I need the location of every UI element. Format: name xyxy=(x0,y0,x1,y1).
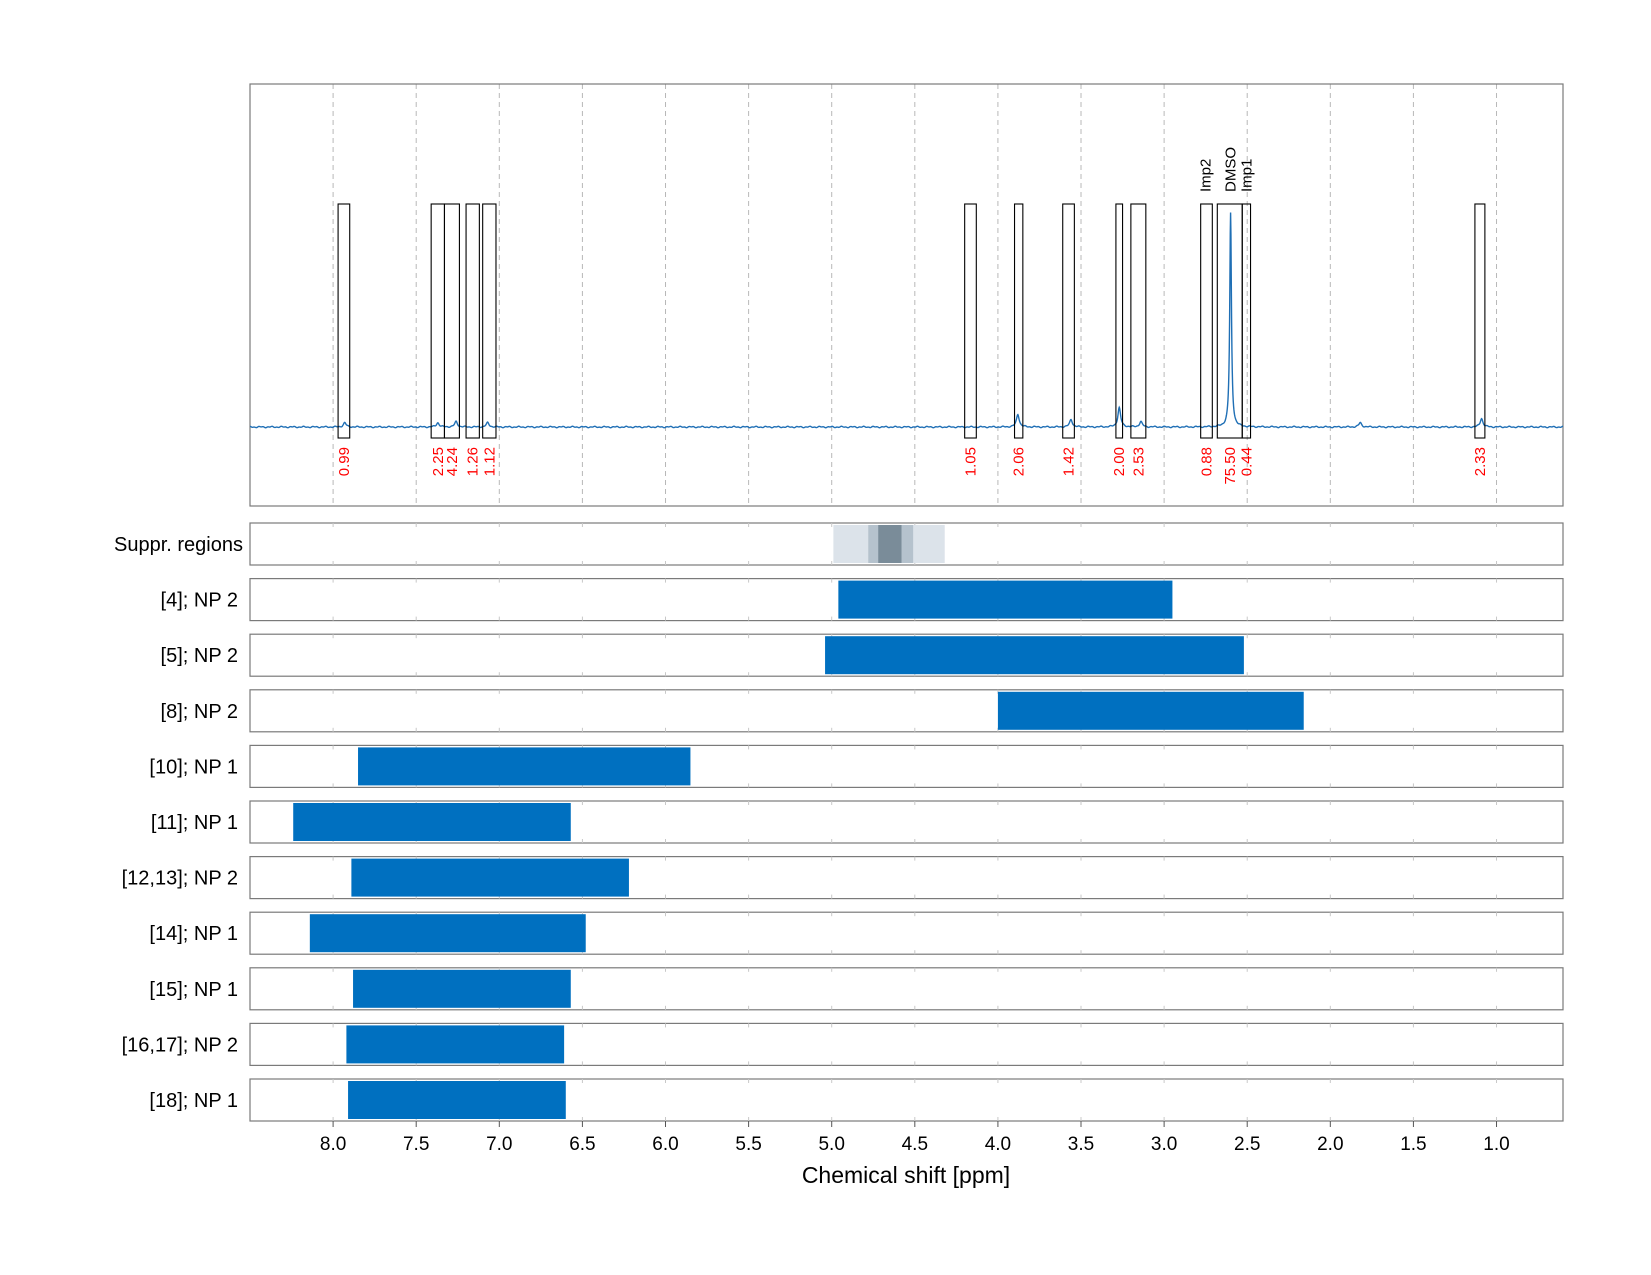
assignment-range-bar xyxy=(358,747,691,786)
x-axis-tick-label: 3.5 xyxy=(1068,1134,1094,1155)
integration-region-box xyxy=(465,203,480,439)
spectrum-panel-frame xyxy=(249,83,1564,507)
integration-value-label: 0.44 xyxy=(1238,447,1255,476)
integration-value-label: 75.50 xyxy=(1222,447,1239,485)
region-name-label: Imp2 xyxy=(1198,159,1215,192)
assignment-row-label: [5]; NP 2 xyxy=(161,645,238,667)
assignment-range-bar xyxy=(348,1081,566,1119)
assignment-range-bar xyxy=(351,858,629,897)
integration-region-layer: 0.99 2.254.24 1.26 1.12 1.05 2.06 1.42 2.00 2.53… xyxy=(336,147,1489,485)
integration-region-box xyxy=(430,203,446,439)
x-axis-tick-label: 5.0 xyxy=(818,1134,844,1155)
spectrum-layer xyxy=(249,212,1564,429)
integration-value-label: 1.12 xyxy=(481,447,498,476)
assignment-row-label: [16,17]; NP 2 xyxy=(122,1034,238,1056)
integration-region-box xyxy=(337,203,351,439)
integration-value-label: 2.25 xyxy=(430,447,447,476)
integration-region-box xyxy=(1200,203,1213,439)
x-axis-tick-label: 1.5 xyxy=(1400,1134,1426,1155)
assignment-row-label: [12,13]; NP 2 xyxy=(122,868,238,890)
assignment-row-label: [11]; NP 1 xyxy=(151,812,238,834)
assignment-range-bar xyxy=(825,636,1244,675)
integration-region-box xyxy=(443,203,460,439)
x-axis-tick-label: 6.5 xyxy=(569,1134,595,1155)
assignment-range-bar xyxy=(997,691,1304,730)
integration-value-label: 2.00 xyxy=(1111,447,1128,476)
integration-value-label: 4.24 xyxy=(444,447,461,476)
assignment-range-bar xyxy=(293,803,571,841)
integration-value-label: 2.06 xyxy=(1011,447,1028,476)
assignment-row-label: [4]; NP 2 xyxy=(161,590,238,612)
x-axis-tick-label: 3.0 xyxy=(1151,1134,1177,1155)
assignment-row-label: [8]; NP 2 xyxy=(161,701,238,723)
assignment-row-label: [14]; NP 1 xyxy=(149,923,238,945)
integration-region-box xyxy=(1062,203,1075,439)
x-axis-tick-label: 5.5 xyxy=(735,1134,761,1155)
assignment-range-bar xyxy=(838,580,1173,619)
row-panel-frame xyxy=(249,689,1564,733)
integration-region-box xyxy=(482,203,497,439)
assignment-range-bar xyxy=(309,914,586,953)
x-axis-tick-label: 4.5 xyxy=(902,1134,928,1155)
assignment-range-bar xyxy=(346,1025,565,1064)
spectrum-trace xyxy=(249,212,1564,429)
grid-layer xyxy=(332,84,1498,506)
integration-region-box xyxy=(1130,203,1147,439)
assignment-row-label: [10]; NP 1 xyxy=(149,756,238,778)
integration-value-label: 2.53 xyxy=(1130,447,1147,476)
region-name-label: DMSO xyxy=(1223,147,1240,192)
integration-value-label: 2.33 xyxy=(1472,447,1489,476)
integration-value-label: 1.42 xyxy=(1061,447,1078,476)
assignment-rows-layer: Suppr. regions [4]; NP 2 [5]; NP 2 [8]; NP … xyxy=(114,522,1564,1122)
region-name-label: Imp1 xyxy=(1238,159,1255,192)
assignment-row-label: [18]; NP 1 xyxy=(149,1090,238,1112)
assignment-range-bar xyxy=(353,969,571,1008)
integration-region-box xyxy=(1115,203,1124,439)
suppression-row-label: Suppr. regions xyxy=(114,534,243,556)
x-axis-tick-label: 8.0 xyxy=(320,1134,346,1155)
x-axis-tick-label: 2.0 xyxy=(1317,1134,1343,1155)
integration-value-label: 1.05 xyxy=(962,447,979,476)
integration-region-box xyxy=(1013,203,1024,439)
suppression-region xyxy=(878,525,902,563)
integration-region-box xyxy=(1241,203,1252,439)
x-axis-tick-label: 2.5 xyxy=(1234,1134,1260,1155)
integration-value-label: 0.88 xyxy=(1198,447,1215,476)
integration-value-label: 1.26 xyxy=(465,447,482,476)
x-axis-tick-label: 7.5 xyxy=(403,1134,429,1155)
x-axis-tick-label: 7.0 xyxy=(486,1134,512,1155)
x-axis-label: Chemical shift [ppm] xyxy=(802,1162,1010,1188)
integration-value-label: 0.99 xyxy=(336,447,353,476)
x-axis: Chemical shift [ppm] 8.0 7.5 7.0 6.5 6.0 5.5 5… xyxy=(320,1121,1510,1188)
x-axis-tick-label: 6.0 xyxy=(652,1134,678,1155)
x-axis-tick-label: 4.0 xyxy=(985,1134,1011,1155)
assignment-row-label: [15]; NP 1 xyxy=(149,979,238,1001)
integration-region-box xyxy=(1474,203,1486,439)
integration-region-box xyxy=(964,203,977,439)
x-axis-tick-label: 1.0 xyxy=(1483,1134,1509,1155)
